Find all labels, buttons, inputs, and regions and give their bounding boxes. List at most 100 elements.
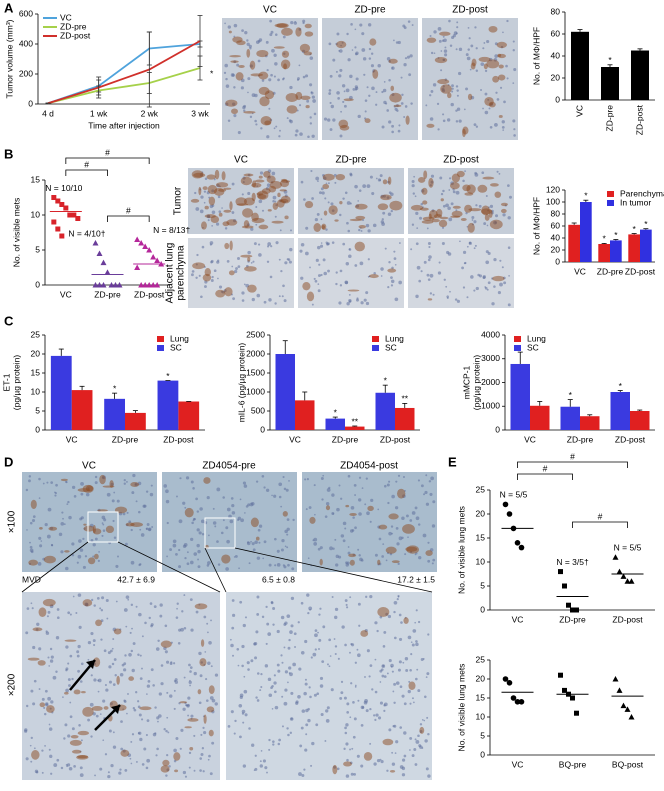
nucleus	[68, 515, 72, 520]
nucleus	[466, 56, 471, 61]
y-axis-label: (pg/µg protein)	[471, 355, 481, 411]
stain	[215, 289, 226, 298]
nucleus	[217, 259, 220, 262]
legend-swatch	[157, 345, 164, 351]
nucleus	[300, 276, 304, 280]
nucleus	[289, 85, 293, 90]
nucleus	[178, 519, 183, 524]
stain	[419, 726, 425, 734]
nucleus	[274, 200, 277, 203]
zoom-line	[117, 541, 221, 593]
stain	[228, 30, 232, 34]
nucleus	[101, 534, 104, 537]
nucleus	[188, 751, 192, 755]
y-tick-label: 10	[476, 556, 486, 566]
y-tick-label: 40	[551, 232, 561, 242]
micrograph	[222, 18, 318, 140]
nucleus	[30, 736, 33, 740]
micrograph	[408, 238, 514, 308]
nucleus	[105, 598, 109, 602]
nucleus	[443, 49, 448, 53]
nucleus	[256, 699, 260, 702]
nucleus	[209, 772, 213, 776]
nucleus	[148, 527, 152, 531]
nucleus	[395, 526, 399, 530]
point	[104, 269, 111, 275]
nucleus	[429, 94, 432, 97]
bar	[610, 240, 622, 262]
mvd-value: 17.2 ± 1.5	[397, 574, 435, 584]
nucleus	[69, 701, 72, 704]
nucleus	[268, 78, 272, 82]
nucleus	[221, 207, 223, 209]
nucleus	[339, 134, 343, 138]
nucleus	[356, 754, 360, 758]
nucleus	[448, 217, 453, 222]
nucleus	[25, 757, 29, 761]
nucleus	[331, 493, 335, 497]
nucleus	[217, 277, 219, 280]
nucleus	[183, 594, 186, 597]
nucleus	[354, 526, 357, 530]
nucleus	[60, 550, 64, 554]
stain	[30, 499, 37, 510]
stain	[470, 62, 476, 70]
nucleus	[304, 682, 308, 686]
nucleus	[300, 650, 305, 655]
nucleus	[196, 543, 200, 548]
nucleus	[411, 697, 414, 700]
nucleus	[115, 564, 119, 568]
nucleus	[401, 536, 404, 540]
nucleus	[388, 260, 391, 264]
stain	[229, 201, 233, 211]
nucleus	[455, 32, 458, 35]
nucleus	[207, 661, 211, 665]
nucleus	[293, 632, 297, 636]
x-tick-label: ZD-pre	[567, 434, 594, 444]
nucleus	[484, 110, 489, 115]
nucleus	[448, 177, 452, 180]
nucleus	[205, 678, 208, 681]
nucleus	[339, 68, 343, 72]
nucleus	[448, 19, 451, 23]
nucleus	[300, 242, 305, 247]
nucleus	[145, 766, 149, 770]
nucleus	[452, 190, 456, 194]
nucleus	[268, 563, 272, 567]
row-label: parenchyma	[176, 245, 187, 300]
stain	[236, 40, 246, 46]
nucleus	[248, 44, 252, 48]
nucleus	[282, 35, 286, 39]
y-axis-label: (pg/µg protein)	[11, 355, 21, 411]
nucleus	[336, 767, 340, 771]
nucleus	[127, 693, 129, 695]
nucleus	[222, 519, 225, 522]
nucleus	[424, 739, 428, 743]
nucleus	[197, 565, 201, 569]
nucleus	[246, 661, 250, 665]
nucleus	[50, 543, 54, 547]
y-tick-label: 1500	[246, 367, 265, 377]
nucleus	[99, 607, 102, 610]
nucleus	[312, 652, 317, 657]
nucleus	[379, 681, 382, 683]
nucleus	[442, 35, 445, 38]
nucleus	[320, 477, 324, 480]
nucleus	[268, 107, 271, 110]
stain	[208, 685, 215, 695]
nucleus	[407, 635, 412, 640]
nucleus	[499, 86, 503, 89]
nucleus	[448, 189, 451, 191]
nucleus	[397, 668, 401, 672]
stain	[99, 474, 106, 485]
stain	[105, 525, 115, 534]
nucleus	[274, 564, 277, 567]
y-tick-label: 5	[35, 405, 40, 415]
nucleus	[31, 518, 36, 523]
stain	[230, 60, 239, 63]
nucleus	[393, 600, 398, 605]
stain	[343, 761, 352, 767]
annotation: N = 4/10†	[68, 228, 105, 238]
nucleus	[254, 119, 257, 123]
nucleus	[192, 487, 195, 490]
